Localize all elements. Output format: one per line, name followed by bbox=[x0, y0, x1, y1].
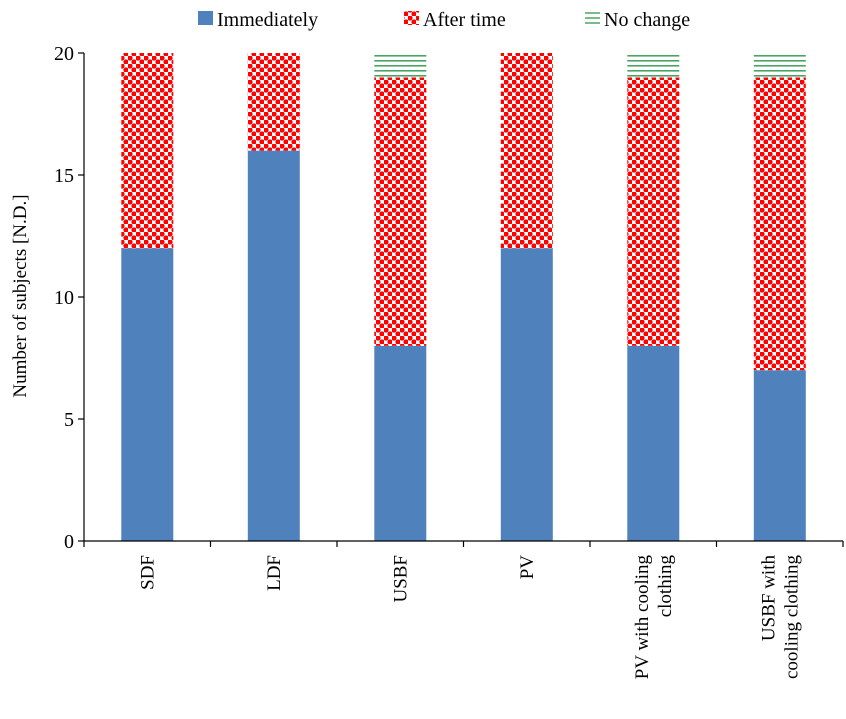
bar-immediately-2 bbox=[247, 150, 300, 541]
x-category-label: USBF bbox=[390, 555, 411, 603]
y-axis-label: Number of subjects [N.D.] bbox=[10, 194, 31, 397]
x-category-label: PV bbox=[517, 555, 538, 580]
y-tick-label: 15 bbox=[54, 165, 74, 187]
x-category-label-line: LDF bbox=[264, 555, 285, 591]
x-category-label: PV with cooling clothing bbox=[632, 555, 676, 680]
y-tick-label: 20 bbox=[54, 43, 74, 65]
bar-immediately-6 bbox=[753, 370, 806, 541]
x-category-label-line: clothing bbox=[655, 555, 676, 618]
x-category-label: LDF bbox=[264, 555, 285, 591]
x-category-label: SDF bbox=[137, 555, 158, 590]
legend-swatch bbox=[404, 11, 419, 25]
x-category-label: USBF with cooling clothing bbox=[758, 555, 802, 680]
bar-after-time-5 bbox=[627, 77, 680, 346]
bar-no-change-5 bbox=[627, 53, 680, 78]
legend-label: No change bbox=[604, 9, 690, 31]
legend-item-immediately: Immediately bbox=[198, 9, 318, 31]
legend-item-after-time: After time bbox=[404, 9, 506, 31]
x-category-label-line: USBF bbox=[390, 555, 411, 603]
bar-immediately-4 bbox=[500, 248, 553, 541]
y-tick-label: 10 bbox=[54, 287, 74, 309]
bar-no-change-3 bbox=[374, 53, 427, 78]
y-tick-label: 5 bbox=[64, 409, 74, 431]
y-tick-label: 0 bbox=[64, 531, 74, 553]
bar-after-time-1 bbox=[121, 53, 174, 249]
bars bbox=[121, 53, 806, 541]
legend-label: Immediately bbox=[217, 9, 318, 31]
bar-after-time-3 bbox=[374, 77, 427, 346]
x-category-label-line: SDF bbox=[137, 555, 158, 590]
bar-after-time-2 bbox=[247, 53, 300, 151]
legend-item-no-change: No change bbox=[585, 9, 690, 31]
bar-immediately-5 bbox=[627, 345, 680, 541]
x-category-label-line: cooling clothing bbox=[781, 555, 802, 680]
legend: Immediately After time No change bbox=[198, 9, 690, 31]
bar-after-time-4 bbox=[500, 53, 553, 249]
bar-no-change-6 bbox=[753, 53, 806, 78]
x-category-label-line: USBF with bbox=[758, 555, 779, 642]
legend-swatch bbox=[198, 11, 213, 25]
x-category-label-line: PV bbox=[517, 555, 538, 580]
axes bbox=[83, 53, 844, 547]
bar-immediately-1 bbox=[121, 248, 174, 541]
y-axis-ticks: 0 5 10 15 20 bbox=[54, 43, 84, 553]
x-category-label-line: PV with cooling bbox=[632, 555, 653, 680]
x-axis-labels: SDF LDF USBF PV PV with cooling clothing USBF … bbox=[137, 555, 802, 680]
bar-after-time-6 bbox=[753, 77, 806, 371]
bar-immediately-3 bbox=[374, 345, 427, 541]
legend-label: After time bbox=[423, 9, 506, 31]
